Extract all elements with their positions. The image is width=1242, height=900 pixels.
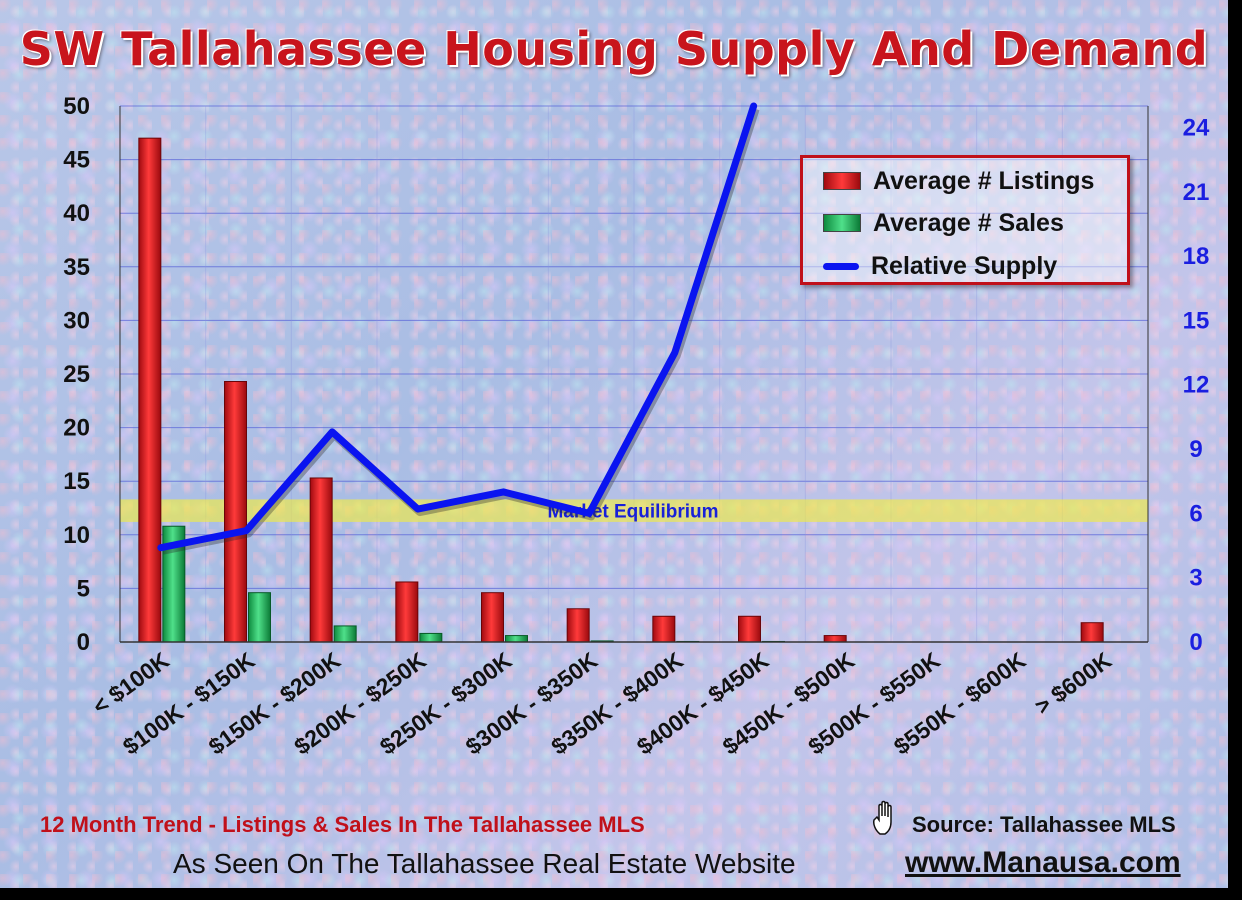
left-tick-label: 25 [63, 361, 90, 388]
trend-caption: 12 Month Trend - Listings & Sales In The… [40, 812, 645, 837]
bar-listings [395, 581, 419, 643]
left-tick-label: 15 [63, 468, 90, 495]
source-caption: Source: Tallahassee MLS [912, 812, 1176, 837]
left-tick-label: 20 [63, 415, 90, 442]
legend-label-listings: Average # Listings [873, 166, 1095, 195]
right-tick-label: 18 [1183, 243, 1210, 270]
left-tick-label: 45 [63, 147, 90, 174]
right-tick-label: 6 [1189, 500, 1202, 527]
left-tick-label: 0 [77, 629, 90, 656]
bar-listings [1080, 622, 1104, 643]
left-tick-label: 30 [63, 307, 90, 334]
chart-legend: Average # Listings Average # Sales Relat… [800, 155, 1130, 285]
right-tick-label: 3 [1189, 565, 1202, 592]
legend-swatch-sales [823, 214, 861, 232]
right-tick-label: 12 [1183, 372, 1210, 399]
bar-listings [738, 615, 761, 643]
bar-sales [505, 635, 528, 643]
left-tick-label: 35 [63, 254, 90, 281]
x-tick-label: > $600K [1030, 647, 1116, 720]
left-tick-label: 40 [63, 200, 90, 227]
legend-label-relative-supply: Relative Supply [871, 251, 1058, 280]
left-tick-label: 5 [77, 575, 90, 602]
relative-supply-line-shadow [162, 107, 760, 555]
legend-item-relative-supply: Relative Supply [823, 251, 1057, 281]
relative-supply-line [157, 102, 758, 552]
legend-swatch-relative-supply [823, 262, 859, 270]
right-tick-label: 0 [1189, 629, 1202, 656]
market-equilibrium-band [120, 499, 1148, 522]
chart-title: SW Tallahassee Housing Supply And Demand [19, 22, 1209, 76]
website-link[interactable]: www.Manausa.com [905, 846, 1181, 879]
bar-sales [248, 592, 271, 643]
bar-listings [566, 608, 590, 643]
right-tick-label: 21 [1183, 179, 1210, 206]
bar-sales [333, 625, 357, 643]
right-tick-label: 9 [1189, 436, 1202, 463]
hand-cursor-icon [873, 800, 892, 835]
left-tick-label: 10 [63, 522, 90, 549]
right-tick-label: 15 [1183, 307, 1210, 334]
legend-item-sales: Average # Sales [823, 208, 1064, 238]
bar-sales [419, 632, 443, 643]
bar-listings [138, 137, 162, 643]
bar-listings [224, 381, 247, 643]
legend-swatch-listings [823, 172, 861, 190]
bar-listings [652, 615, 676, 643]
legend-item-listings: Average # Listings [823, 166, 1094, 196]
bar-listings [309, 477, 333, 643]
right-tick-label: 24 [1183, 114, 1210, 141]
seen-on-caption: As Seen On The Tallahassee Real Estate W… [173, 848, 796, 879]
bar-listings [481, 592, 504, 643]
chart-plot: Market Equilibrium 051015202530354045500… [63, 93, 1210, 760]
bar-listings [823, 635, 847, 643]
legend-label-sales: Average # Sales [873, 208, 1064, 237]
left-tick-label: 50 [63, 93, 90, 120]
